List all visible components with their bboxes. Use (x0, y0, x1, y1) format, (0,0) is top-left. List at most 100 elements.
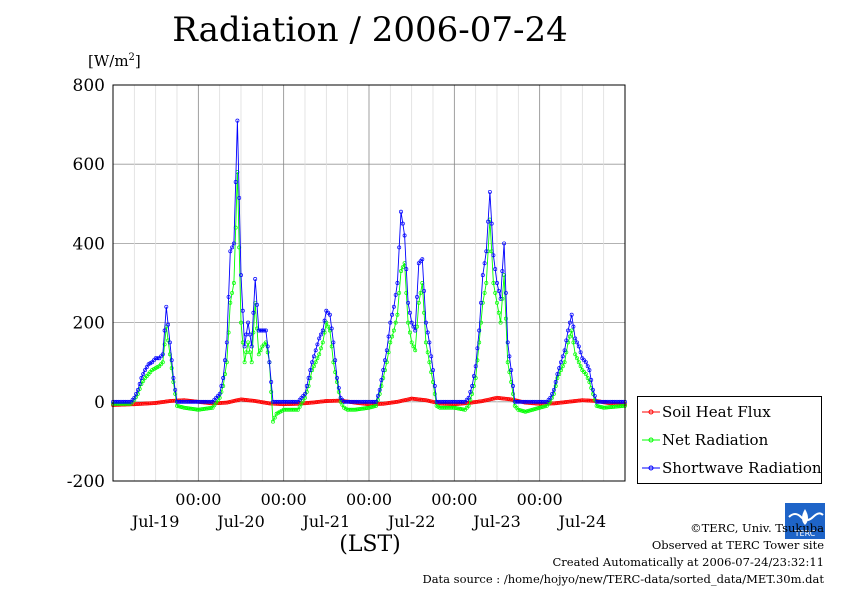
series-point (192, 407, 197, 412)
series-point (167, 340, 172, 345)
x-time-tick-label: 00:00 (175, 490, 221, 509)
series-point (143, 401, 147, 406)
series-point (468, 389, 473, 394)
series-point (349, 399, 354, 404)
series-point (363, 406, 368, 411)
series-point (475, 346, 480, 351)
series-point (484, 249, 489, 254)
series-point (532, 399, 537, 404)
series-point (596, 399, 601, 404)
series-point (454, 406, 459, 411)
series-point (619, 399, 624, 404)
series-point (445, 405, 450, 410)
series-point (217, 391, 222, 396)
series-point (386, 334, 391, 339)
series-point (603, 405, 608, 410)
series-point (247, 332, 252, 337)
series-point (294, 399, 299, 404)
series-point (548, 395, 553, 400)
series-point (404, 397, 409, 402)
series-point (491, 253, 496, 258)
series-point (413, 328, 418, 333)
series-point (503, 316, 508, 321)
series-point (358, 407, 363, 411)
series-point (215, 398, 220, 403)
series-point (381, 401, 386, 406)
y-tick-labels: -200 0 200 400 600 800 (67, 76, 105, 492)
series-point (331, 340, 336, 345)
x-axis-label: (LST) (339, 532, 401, 557)
series-point (603, 399, 608, 404)
series-point (118, 399, 123, 404)
series-point (256, 399, 261, 404)
series-point (432, 391, 437, 396)
series-point (534, 399, 539, 404)
series-point (511, 391, 515, 396)
series-point (607, 405, 611, 410)
series-point (219, 384, 224, 388)
series-point (365, 399, 370, 404)
series-point (271, 419, 275, 424)
series-point (265, 344, 270, 349)
series-point (336, 385, 341, 390)
series-point (127, 399, 131, 404)
series-point (480, 399, 485, 403)
series-point (422, 398, 427, 402)
series-point (473, 400, 478, 404)
series-point (219, 400, 224, 405)
series-point (466, 403, 471, 408)
x-day-label: Jul-24 (557, 512, 607, 531)
series-point (287, 399, 291, 404)
x-day-label: Jul-22 (386, 512, 436, 531)
chart-title: Radiation / 2006-07-24 (172, 10, 568, 50)
series-point (319, 399, 323, 404)
y-axis-unit: [W/m2] (88, 52, 141, 70)
series-point (379, 384, 384, 388)
series-point (438, 399, 443, 404)
series-point (541, 404, 546, 409)
series-point (333, 358, 338, 363)
series-point (340, 402, 345, 407)
series-point (191, 407, 195, 411)
x-day-label: Jul-20 (215, 512, 265, 531)
series-point (539, 399, 544, 404)
series-point (228, 399, 233, 404)
series-point (420, 397, 425, 402)
series-point (159, 400, 163, 405)
series-point (150, 401, 155, 406)
series-point (315, 400, 320, 404)
series-point (432, 384, 437, 388)
series-point (265, 350, 270, 355)
series-point (560, 354, 565, 359)
series-point (525, 409, 530, 414)
series-point (532, 407, 537, 412)
x-time-tick-label: 00:00 (517, 490, 563, 509)
series-point (322, 318, 327, 323)
series-point (402, 398, 407, 403)
series-point (498, 296, 503, 301)
series-point (141, 379, 146, 383)
series-point (399, 399, 403, 403)
series-point (411, 396, 416, 401)
series-point (560, 364, 565, 369)
series-point (598, 399, 603, 404)
series-point (132, 395, 137, 400)
series-point (452, 399, 457, 404)
series-point (356, 399, 361, 404)
series-point (208, 406, 213, 410)
series-point (358, 399, 363, 404)
series-point (409, 320, 414, 325)
series-point (235, 118, 240, 123)
series-point (255, 399, 259, 404)
series-point (374, 399, 379, 404)
series-point (285, 399, 290, 404)
series-point (347, 399, 352, 404)
series-point (361, 406, 366, 411)
series-point (230, 245, 235, 250)
x-time-tick-label: 00:00 (346, 490, 392, 509)
legend-label-net: Net Radiation (662, 431, 769, 449)
series-point (516, 399, 521, 404)
series-layer (111, 118, 627, 424)
series-point (187, 406, 192, 411)
series-point (503, 290, 508, 295)
